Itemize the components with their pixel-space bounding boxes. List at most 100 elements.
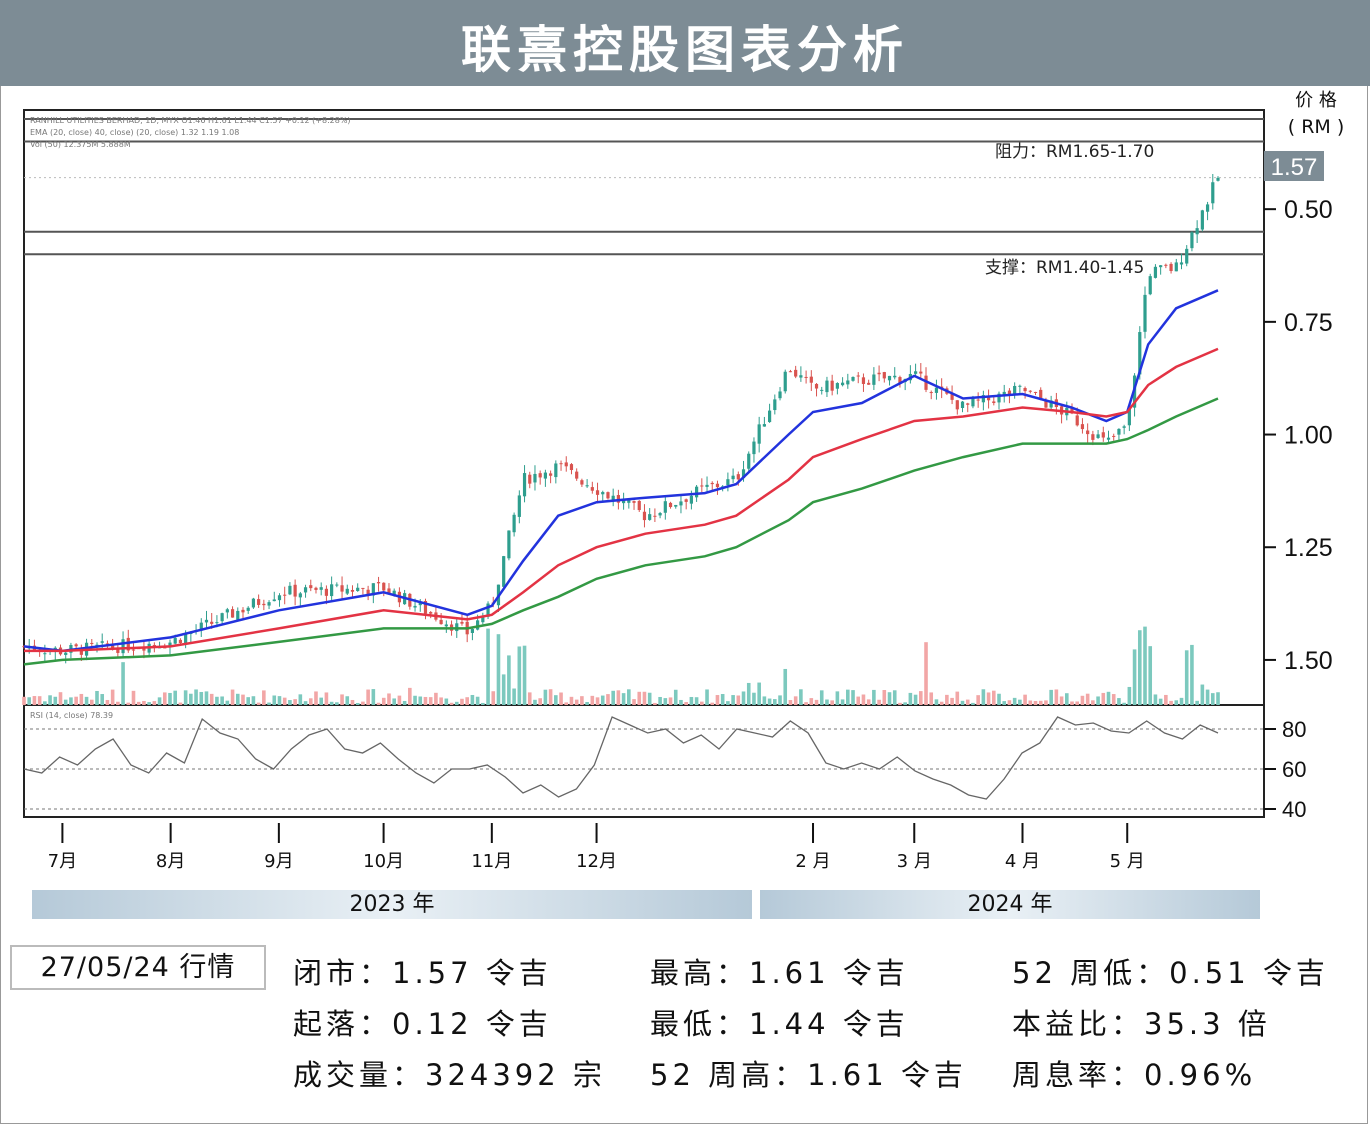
ema-mid-line [24,347,1219,653]
candle-body [184,633,188,644]
volume-bar [74,696,78,705]
header-bar: 联熹控股图表分析 [0,0,1370,86]
rsi-tick-label: 40 [1282,797,1306,822]
candle-body [1179,262,1184,265]
candle-body [809,376,813,383]
volume-bar [939,701,944,705]
candle-body [590,487,594,491]
candle-body [204,619,209,623]
candle-body [1091,434,1095,440]
volume-bar [157,697,162,705]
candle-body [225,609,229,613]
volume-bar [1018,699,1022,705]
volume-bar [1210,693,1215,705]
candle-body [971,398,975,407]
candle-body [825,380,829,393]
volume-bar [470,694,475,705]
candle-body [1070,408,1074,414]
candle-body [173,637,177,644]
volume-bar [173,690,178,705]
volume-bar [340,694,344,705]
candle-body [303,587,308,593]
price-bands [24,118,1264,256]
candle-body [1101,432,1105,438]
volume-bar [637,691,642,705]
candle-body [757,424,761,444]
volume-bar [799,689,803,705]
volume-bar [183,690,188,705]
candle-body [309,585,313,589]
ema-slow-line [23,397,1219,666]
candle-body [142,648,146,651]
candle-body [90,642,94,644]
candle-body [502,556,506,587]
volume-bar [246,697,251,705]
volume-bar [668,697,673,705]
volume-bar [548,689,553,705]
volume-bar [256,702,261,705]
date-label: 27/05/24 行情 [10,945,266,990]
month-label: 4 月 [1005,851,1040,872]
volume-bar [1216,692,1220,705]
volume-bar [929,692,934,705]
volume-bar [658,696,662,705]
volume-bar [131,690,136,705]
volume-bar [1064,693,1069,705]
candle-body [955,400,959,410]
volume-bar [981,689,986,705]
candle-body [648,514,652,520]
rsi-tick-label: 60 [1282,757,1306,782]
volume-bar [647,692,652,705]
candle-body [632,501,636,503]
candle-body [637,500,641,511]
volume-bar [778,695,782,705]
candle-body [95,644,99,646]
rsi-lines [23,716,1264,810]
candle-body [575,471,579,479]
candle-body [324,588,329,596]
candle-body [262,603,266,606]
volume-bar [329,701,334,705]
volume-bar [418,696,423,705]
current-price-label: 1.57 [1271,154,1318,181]
candle-body [835,383,839,389]
candle-body [470,628,475,633]
volume-bar [371,689,376,705]
volume-bar [569,696,574,705]
volume-bar [924,642,928,705]
candle-body [126,637,130,651]
volume-bar [116,701,120,705]
volume-bar [27,697,32,705]
volume-bar [178,702,183,705]
candle-body [856,375,860,377]
support-label: 支撑：RM1.40-1.45 [985,258,1144,278]
volume-bar [720,694,725,705]
candle-body [663,501,667,513]
candle-body [533,473,537,483]
volume-bar [460,698,464,705]
stat-high: 最高：1.61 令吉 [650,956,909,990]
rsi-line [23,716,1219,800]
volume-bar [517,646,522,705]
candle-body [840,382,845,386]
candle-body [606,492,610,499]
volume-bar [934,699,939,705]
volume-bar [308,698,313,705]
price-tick-label: 1.00 [1284,422,1333,450]
volume-bar [272,695,277,705]
legend-line-3: Vol (50) 12.375M 5.888M [30,140,131,149]
current-price-box [1264,151,1324,181]
candle-body [893,375,897,378]
price-axis-title: 价 格 [1295,90,1337,111]
candle-body [319,587,323,590]
stat-volume: 成交量：324392 宗 [293,1058,606,1092]
volume-bar [1075,701,1080,705]
volume-bar [1205,689,1210,705]
candle-body [960,401,965,408]
candle-body [199,622,203,631]
volume-bars [22,626,1220,705]
candle-body [611,495,615,500]
volume-bar [303,701,308,705]
candle-body [1138,332,1142,375]
candle-body [1117,428,1121,435]
